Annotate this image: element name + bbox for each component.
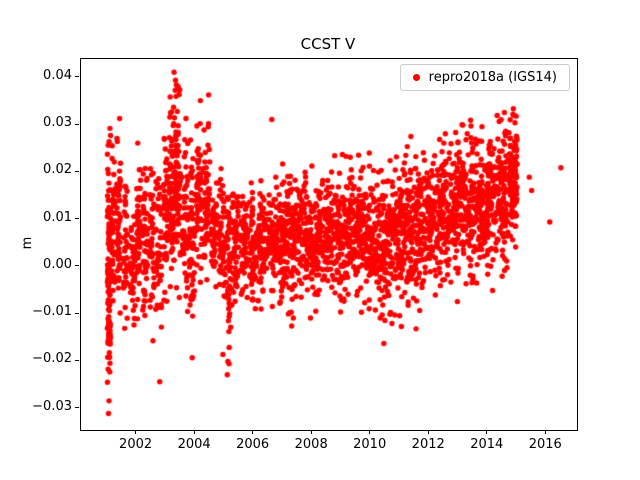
- y-tick-label: 0.02: [43, 162, 72, 178]
- y-tick-mark: [75, 218, 79, 220]
- x-tick-label: 2004: [177, 437, 211, 452]
- plot-area: repro2018a (IGS14): [80, 58, 578, 431]
- x-tick-mark: [369, 430, 371, 434]
- x-tick-mark: [427, 430, 429, 434]
- x-tick-mark: [544, 430, 546, 434]
- legend-label: repro2018a (IGS14): [428, 70, 557, 85]
- chart-title: CCST V: [300, 35, 356, 53]
- y-tick-mark: [75, 359, 79, 361]
- x-tick-mark: [135, 430, 137, 434]
- x-tick-mark: [310, 430, 312, 434]
- y-tick-label: 0.00: [43, 256, 72, 272]
- y-tick-label: −0.01: [32, 304, 72, 320]
- y-tick-mark: [75, 170, 79, 172]
- legend: repro2018a (IGS14): [399, 64, 570, 91]
- x-tick-label: 2010: [353, 437, 387, 452]
- y-tick-label: 0.03: [43, 115, 72, 131]
- x-tick-label: 2006: [236, 437, 270, 452]
- y-tick-mark: [75, 123, 79, 125]
- y-tick-label: −0.03: [32, 398, 72, 414]
- x-tick-label: 2008: [294, 437, 328, 452]
- x-tick-mark: [193, 430, 195, 434]
- x-tick-mark: [252, 430, 254, 434]
- scatter-canvas: [81, 59, 577, 430]
- x-tick-label: 2014: [470, 437, 504, 452]
- y-tick-label: 0.01: [43, 209, 72, 225]
- x-tick-mark: [486, 430, 488, 434]
- x-tick-label: 2002: [119, 437, 153, 452]
- x-tick-label: 2012: [411, 437, 445, 452]
- y-tick-mark: [75, 312, 79, 314]
- y-tick-mark: [75, 265, 79, 267]
- x-tick-label: 2016: [528, 437, 562, 452]
- legend-marker-icon: [412, 74, 420, 81]
- y-tick-mark: [75, 407, 79, 409]
- y-axis-label: m: [20, 236, 35, 250]
- y-tick-mark: [75, 76, 79, 78]
- y-tick-label: 0.04: [43, 67, 72, 83]
- y-tick-label: −0.02: [32, 351, 72, 367]
